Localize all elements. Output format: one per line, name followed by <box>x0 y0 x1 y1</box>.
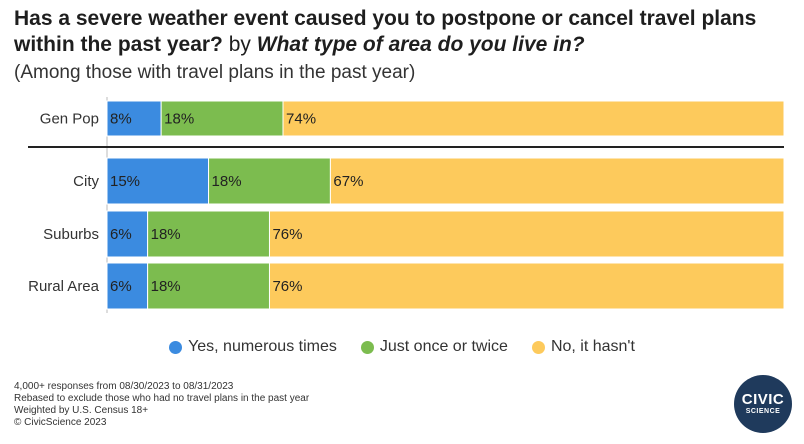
legend-item: No, it hasn't <box>531 338 635 356</box>
footer-rebased: Rebased to exclude those who had no trav… <box>14 393 310 404</box>
bar-segment <box>106 262 149 310</box>
chart-title: Has a severe weather event caused you to… <box>14 6 794 58</box>
legend-dot-icon <box>169 340 183 354</box>
footer-copyright: © CivicScience 2023 <box>14 417 107 428</box>
bar-segment <box>268 262 785 310</box>
legend-label: Just once or twice <box>379 338 508 355</box>
data-label: 6% <box>110 278 132 295</box>
title-by: by <box>228 33 251 56</box>
civicscience-logo: CIVIC SCIENCE <box>734 375 792 433</box>
data-label: 67% <box>333 173 363 190</box>
legend-dot-icon <box>531 340 545 354</box>
legend: Yes, numerous times Just once or twice No,… <box>0 338 804 356</box>
logo-line1: CIVIC <box>741 391 785 408</box>
footer-notes: 4,000+ responses from 08/30/2023 to 08/3… <box>14 381 309 429</box>
chart-subtitle: (Among those with travel plans in the pa… <box>14 62 416 83</box>
logo-line2: SCIENCE <box>745 408 781 415</box>
bar-segment <box>106 157 210 205</box>
data-label: 15% <box>110 173 140 190</box>
category-label: Gen Pop <box>40 111 99 128</box>
data-label: 74% <box>286 111 316 128</box>
data-label: 18% <box>151 278 181 295</box>
data-label: 18% <box>164 111 194 128</box>
stacked-bar-chart: Gen Pop 8% 18% 74% City 15% 18% 67% Suburbs 6% 18%… <box>28 97 785 313</box>
footer-weighted: Weighted by U.S. Census 18+ <box>14 405 149 416</box>
category-label: Suburbs <box>43 226 99 243</box>
category-label: Rural Area <box>28 278 100 295</box>
bar-segment <box>106 210 149 258</box>
title-question: Has a severe weather event caused you to… <box>14 7 757 56</box>
bar-segment <box>268 210 785 258</box>
data-label: 18% <box>212 173 242 190</box>
legend-label: No, it hasn't <box>550 338 635 355</box>
data-label: 76% <box>272 226 302 243</box>
category-label: City <box>73 173 99 190</box>
footer-responses: 4,000+ responses from 08/30/2023 to 08/3… <box>14 381 234 392</box>
bar-segment <box>208 157 331 205</box>
bar-segment <box>147 262 270 310</box>
data-label: 8% <box>110 111 132 128</box>
bar-segment <box>282 100 785 137</box>
legend-label: Yes, numerous times <box>188 338 337 355</box>
data-label: 76% <box>272 278 302 295</box>
bar-segment <box>147 210 270 258</box>
bar-segment <box>329 157 785 205</box>
legend-item: Just once or twice <box>360 338 508 356</box>
title-crosstab: What type of area do you live in? <box>256 33 585 56</box>
legend-item: Yes, numerous times <box>169 338 337 356</box>
legend-dot-icon <box>360 340 374 354</box>
data-label: 6% <box>110 226 132 243</box>
data-label: 18% <box>151 226 181 243</box>
